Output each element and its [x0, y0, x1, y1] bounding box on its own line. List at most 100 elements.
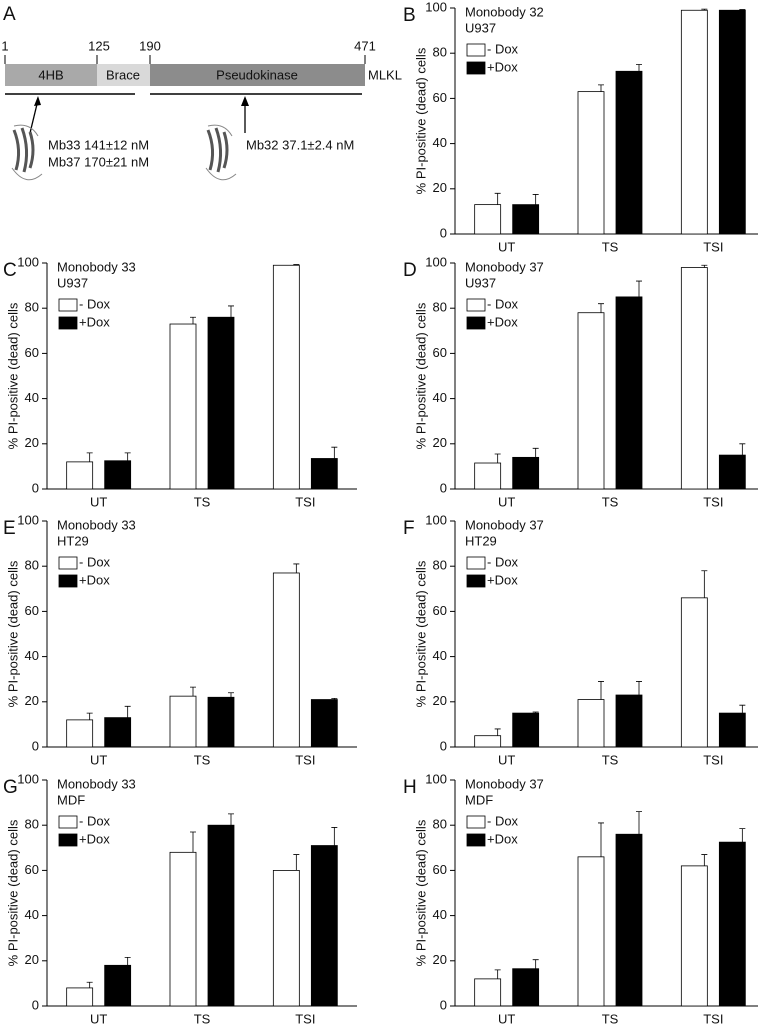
error-bar	[636, 64, 642, 72]
error-bar	[532, 447, 539, 458]
error-bar	[636, 280, 642, 297]
y-tick-label: 40	[433, 390, 447, 405]
bar	[615, 833, 643, 1007]
legend-label: +Dox	[487, 572, 518, 587]
binder-label: Mb37 170±21 nM	[48, 154, 149, 169]
position-label: 190	[139, 38, 161, 53]
bar	[512, 968, 540, 1007]
x-tick-label: TS	[194, 1011, 211, 1026]
legend-label: +Dox	[487, 314, 518, 329]
chart-title: Monobody 37	[465, 517, 544, 532]
panel-a: A 1 125 190 471 4HB Brace Pseudokinase M…	[1, 4, 402, 181]
y-tick-label: 80	[433, 45, 447, 60]
bar	[169, 851, 197, 1007]
y-tick-label: 100	[17, 512, 39, 527]
bar	[104, 717, 132, 748]
panel-letter: E	[3, 518, 16, 539]
chart-title: Monobody 32	[465, 4, 544, 19]
bar	[718, 841, 746, 1007]
y-tick-label: 60	[433, 603, 447, 618]
legend-swatch	[58, 815, 78, 829]
chart-title: Monobody 37	[465, 259, 544, 274]
error-bar	[124, 452, 131, 461]
error-bar	[701, 854, 708, 866]
panel-letter: A	[3, 4, 16, 25]
panel-letter: D	[403, 260, 417, 281]
error-bar	[636, 811, 642, 835]
y-axis-label: % PI-positive (dead) cells	[5, 560, 20, 707]
y-tick-label: 60	[25, 345, 39, 360]
bar	[474, 462, 502, 490]
error-bar	[739, 9, 746, 11]
bar	[310, 699, 338, 748]
legend-swatch	[466, 556, 486, 570]
error-bar	[293, 264, 300, 266]
panel-letter: B	[403, 5, 416, 26]
x-tick-label: TSI	[703, 1011, 723, 1026]
legend-swatch	[466, 316, 486, 330]
error-bar	[739, 704, 746, 714]
x-tick-label: TSI	[295, 494, 315, 509]
bar	[577, 699, 605, 748]
x-tick-label: TSI	[703, 239, 723, 254]
domain-label: 4HB	[38, 67, 63, 82]
bar	[615, 70, 643, 235]
protein-label: MLKL	[368, 67, 402, 82]
x-tick-label: TSI	[703, 494, 723, 509]
chart-subtitle: MDF	[57, 792, 85, 807]
legend-label: - Dox	[79, 296, 111, 311]
y-tick-label: 0	[440, 480, 447, 495]
y-tick-label: 100	[425, 0, 447, 14]
error-bar	[598, 822, 604, 857]
arrowhead	[34, 96, 41, 106]
legend-label: +Dox	[79, 314, 110, 329]
bar	[66, 987, 94, 1007]
error-bar	[739, 828, 746, 843]
y-tick-label: 0	[440, 738, 447, 753]
binder-label: Mb33 141±12 nM	[48, 137, 149, 152]
x-tick-label: TS	[602, 239, 619, 254]
legend-label: +Dox	[79, 831, 110, 846]
legend-swatch	[466, 574, 486, 588]
bar	[66, 719, 94, 748]
legend-swatch	[58, 556, 78, 570]
error-bar	[190, 316, 196, 325]
bar	[680, 865, 708, 1007]
error-bar	[598, 681, 604, 700]
bar	[169, 695, 197, 748]
bar	[680, 597, 708, 748]
bar	[310, 458, 338, 490]
legend-swatch	[466, 833, 486, 847]
error-bar	[636, 681, 642, 696]
error-bar	[494, 728, 501, 736]
error-bar	[494, 192, 501, 205]
y-tick-label: 20	[433, 435, 447, 450]
domain-label: Brace	[106, 67, 140, 82]
y-tick-label: 20	[433, 180, 447, 195]
bar	[474, 735, 502, 748]
y-tick-label: 80	[433, 817, 447, 832]
chart-title: Monobody 33	[57, 259, 136, 274]
y-tick-label: 80	[25, 817, 39, 832]
error-bar	[124, 957, 131, 966]
error-bar	[86, 981, 93, 988]
chart-title: Monobody 33	[57, 776, 136, 791]
legend-label: - Dox	[487, 41, 519, 56]
error-bar	[293, 563, 300, 573]
domain-pseudokinase	[150, 64, 365, 86]
error-bar	[331, 698, 338, 700]
error-bar	[190, 686, 196, 697]
error-bar	[331, 446, 338, 459]
chart-subtitle: MDF	[465, 792, 493, 807]
x-tick-label: TS	[602, 1011, 619, 1026]
panel-letter: G	[3, 777, 18, 798]
bar	[474, 204, 502, 235]
y-axis-label: % PI-positive (dead) cells	[413, 302, 428, 449]
bar	[272, 264, 300, 490]
error-bar	[293, 854, 300, 871]
legend-swatch	[58, 298, 78, 312]
